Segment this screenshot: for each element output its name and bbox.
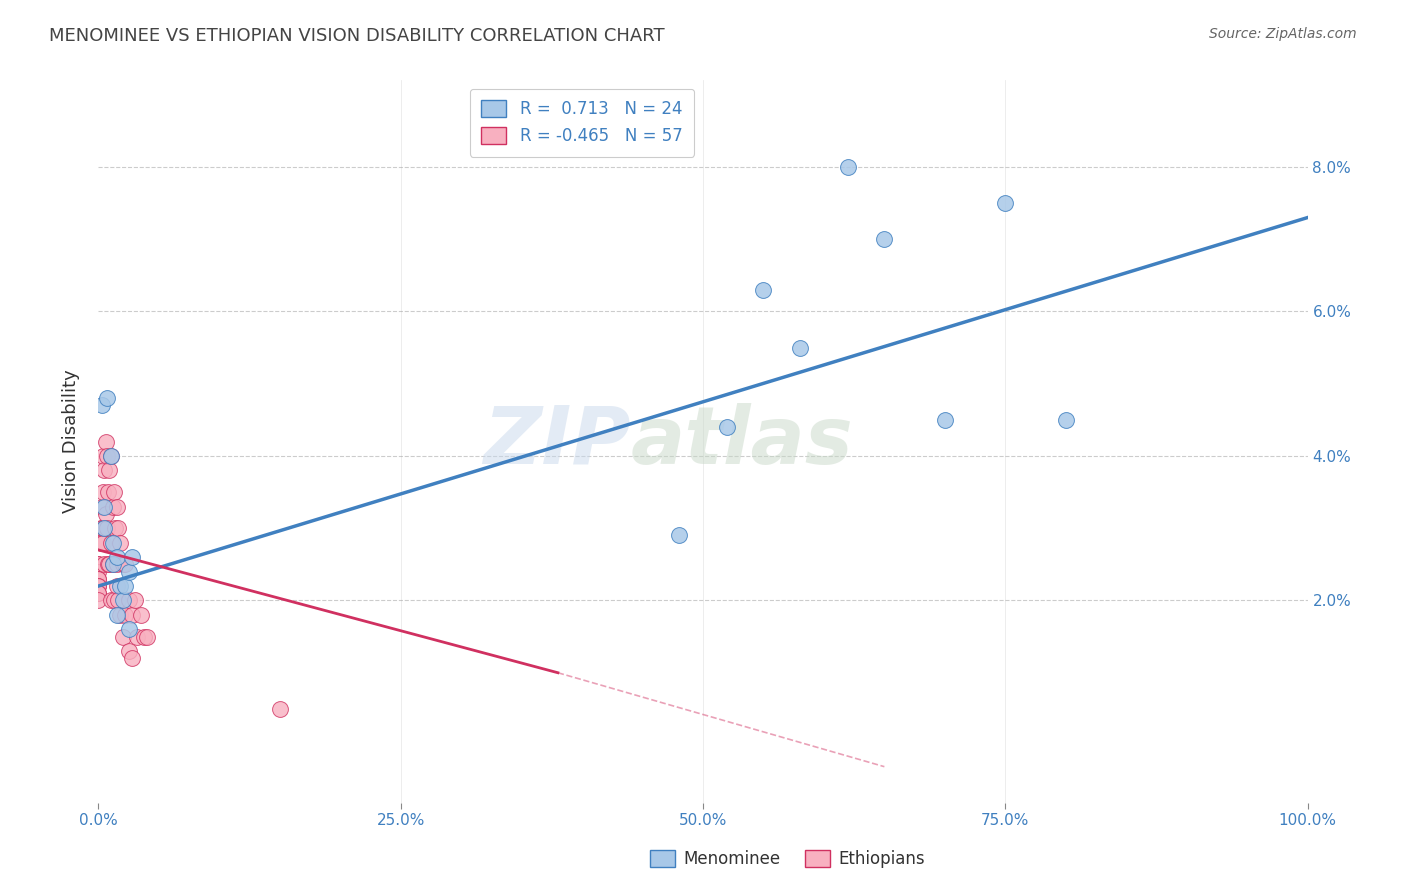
Point [100,593,122,607]
Point [114,607,136,622]
Point [873,232,896,246]
Point [90,521,112,535]
Point [100,449,122,463]
Point [87,579,110,593]
Point [1054,413,1077,427]
Point [108,535,131,549]
Point [121,651,143,665]
Point [97,485,120,500]
Point [837,160,859,174]
Point [101,558,124,572]
Point [124,593,146,607]
Point [105,550,128,565]
Point [108,607,131,622]
Point [101,535,124,549]
Point [107,593,129,607]
Point [96,521,118,535]
Point [111,593,134,607]
Point [98,463,121,477]
Legend: R =  0.713   N = 24, R = -0.465   N = 57: R = 0.713 N = 24, R = -0.465 N = 57 [470,88,695,157]
Point [129,607,152,622]
Point [103,593,125,607]
Point [103,485,125,500]
Point [100,449,122,463]
Point [716,420,738,434]
Point [97,558,120,572]
Point [108,579,131,593]
Point [114,579,136,593]
Point [87,558,110,572]
Point [101,558,124,572]
Point [118,593,141,607]
Point [118,623,141,637]
Text: atlas: atlas [630,402,853,481]
Point [96,391,118,405]
Point [87,565,110,579]
Point [114,558,136,572]
Point [789,341,811,355]
Point [118,565,141,579]
Point [93,558,115,572]
Legend: Menominee, Ethiopians: Menominee, Ethiopians [643,843,932,875]
Point [94,434,117,449]
Point [105,579,128,593]
Point [100,535,122,549]
Point [105,500,128,514]
Point [87,586,110,600]
Point [91,485,114,500]
Text: Source: ZipAtlas.com: Source: ZipAtlas.com [1209,27,1357,41]
Point [91,521,114,535]
Point [93,521,115,535]
Point [93,521,115,535]
Point [91,398,114,412]
Point [994,196,1017,211]
Point [118,644,141,658]
Text: MENOMINEE VS ETHIOPIAN VISION DISABILITY CORRELATION CHART: MENOMINEE VS ETHIOPIAN VISION DISABILITY… [49,27,665,45]
Point [135,630,157,644]
Point [121,607,143,622]
Point [93,500,115,514]
Point [134,630,156,644]
Point [90,535,112,549]
Point [101,500,124,514]
Point [87,586,110,600]
Point [105,607,128,622]
Point [111,630,134,644]
Point [93,463,115,477]
Point [105,558,128,572]
Y-axis label: Vision Disability: Vision Disability [62,369,80,514]
Point [98,558,121,572]
Point [94,507,117,521]
Text: ZIP: ZIP [484,402,630,481]
Point [104,521,127,535]
Point [87,572,110,586]
Point [668,528,690,542]
Point [91,449,114,463]
Point [269,702,291,716]
Point [127,630,149,644]
Point [87,572,110,586]
Point [934,413,956,427]
Point [87,593,110,607]
Point [91,535,114,549]
Point [96,449,118,463]
Point [87,558,110,572]
Point [91,500,114,514]
Point [121,550,143,565]
Point [87,579,110,593]
Point [752,283,775,297]
Point [107,521,129,535]
Point [111,558,134,572]
